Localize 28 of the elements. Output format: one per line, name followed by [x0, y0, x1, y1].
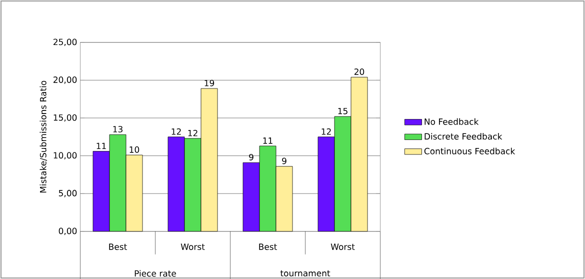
text: tournament	[280, 270, 330, 276]
data-label: 10	[130, 146, 140, 153]
data-label: 9	[249, 154, 254, 160]
text: Piece rate	[134, 270, 176, 277]
x-tick-label: Best	[259, 244, 277, 250]
x-tick-label: Best	[109, 244, 127, 250]
y-tick-label: 10,00	[54, 152, 77, 160]
y-tick-label: 20,00	[54, 76, 77, 84]
data-label: 11	[96, 142, 106, 150]
y-tick-label: 15,00	[54, 114, 77, 122]
legend-label: No Feedback	[424, 118, 479, 125]
data-label: 19	[204, 80, 214, 86]
y-tick-label: 5,00	[58, 190, 77, 198]
data-label: 20	[354, 68, 364, 75]
data-label: 12	[188, 130, 198, 136]
data-label: 15	[338, 108, 348, 114]
y-tick-label: 25,00	[54, 38, 77, 46]
data-label: 12	[322, 128, 331, 135]
data-label: 12	[172, 128, 181, 135]
legend-label: Continuous Feedback	[424, 148, 516, 154]
x-tick-label: Worst	[330, 244, 355, 250]
data-label: 13	[113, 126, 122, 132]
x-tick-label: Worst	[180, 244, 205, 250]
data-label: 11	[263, 138, 272, 144]
y-tick-label: 0,00	[58, 228, 77, 236]
y-axis-title: Mistake/Submissions Ratio	[40, 80, 48, 193]
data-label: 9	[282, 158, 286, 164]
legend-label: Discrete Feedback	[424, 133, 502, 140]
